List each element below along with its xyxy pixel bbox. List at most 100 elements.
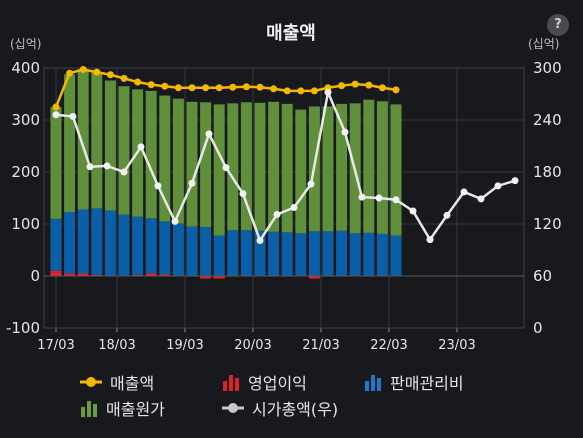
y-tick-label-left: 300 [11, 111, 40, 129]
bar-cogs [240, 102, 252, 231]
bar-sga [77, 209, 89, 274]
y-tick-label-left: 0 [30, 267, 40, 285]
data-point-sales [351, 80, 359, 88]
y-tick-label-right: 60 [533, 267, 552, 285]
bar-cogs [118, 86, 130, 215]
bar-cogs [281, 103, 293, 233]
bar-sga [186, 226, 198, 276]
data-point-market-cap [426, 236, 434, 244]
bar-cogs [390, 104, 402, 236]
data-point-sales [365, 81, 373, 89]
data-point-market-cap [392, 196, 400, 204]
y-tick-label-right: 120 [533, 215, 562, 233]
bar-sga [363, 232, 375, 276]
bar-sga [200, 227, 212, 276]
bar-sga [322, 231, 334, 276]
bar-operating-profit [50, 270, 62, 276]
bar-sga [118, 214, 130, 276]
bar-operating-profit [308, 276, 320, 279]
data-point-sales [66, 69, 74, 77]
left-axis-unit: (십억) [10, 37, 41, 51]
y-tick-label-left: 100 [11, 215, 40, 233]
bar-operating-profit [64, 273, 76, 276]
x-tick-label: 19/03 [166, 338, 203, 353]
bar-cogs [227, 103, 239, 231]
data-point-market-cap [324, 88, 332, 96]
legend-item-sga[interactable]: 판매관리비 [364, 370, 464, 394]
bar-cogs [172, 98, 184, 224]
help-icon[interactable]: ? [547, 14, 569, 36]
data-point-sales [120, 74, 128, 82]
data-point-market-cap [443, 211, 451, 219]
data-point-sales [242, 83, 250, 91]
bar-cogs [363, 99, 375, 233]
legend: 매출액 영업이익 판매관리비 매출원가 시가총액(우) [0, 366, 583, 426]
y-tick-label-right: 180 [533, 163, 562, 181]
y-tick-label-left: -100 [6, 319, 40, 337]
legend-item-market-cap[interactable]: 시가총액(우) [222, 396, 338, 420]
legend-label-market-cap: 시가총액(우) [252, 400, 339, 419]
bar-sga [349, 233, 361, 276]
data-point-sales [270, 85, 278, 93]
bar-cogs [91, 72, 103, 209]
bar-sga [50, 218, 62, 271]
data-point-market-cap [120, 168, 128, 176]
data-point-sales [93, 68, 101, 76]
legend-label-operating-profit: 영업이익 [248, 374, 307, 393]
legend-item-sales[interactable]: 매출액 [80, 370, 154, 394]
x-tick-label: 21/03 [302, 338, 339, 353]
bar-cogs [213, 104, 225, 236]
legend-item-operating-profit[interactable]: 영업이익 [222, 370, 307, 394]
bar-sga [308, 231, 320, 276]
bar-sga [281, 232, 293, 276]
bar-cogs [145, 90, 157, 219]
bar-cogs [254, 102, 266, 231]
data-point-sales [378, 84, 386, 92]
legend-item-cogs[interactable]: 매출원가 [80, 396, 165, 420]
data-point-sales [297, 87, 305, 95]
data-point-market-cap [477, 195, 485, 203]
data-point-market-cap [222, 164, 230, 172]
data-point-market-cap [460, 188, 468, 196]
data-point-market-cap [358, 193, 366, 201]
y-tick-label-right: 300 [533, 59, 562, 77]
data-point-market-cap [511, 177, 519, 185]
bar-sga [268, 231, 280, 276]
bar-cogs [50, 107, 62, 219]
bar-sga [159, 221, 171, 275]
bar-sga [376, 233, 388, 276]
bar-sga [227, 230, 239, 276]
data-point-sales [392, 86, 400, 94]
data-point-market-cap [375, 194, 383, 202]
y-tick-label-left: 200 [11, 163, 40, 181]
bar-cogs [200, 102, 212, 228]
data-point-sales [229, 83, 237, 91]
x-tick-label: 18/03 [98, 338, 135, 353]
bar-icon [223, 375, 239, 391]
data-point-sales [106, 71, 114, 79]
data-point-sales [283, 87, 291, 95]
data-point-market-cap [154, 182, 162, 190]
bar-sga [254, 230, 266, 276]
chart-title: 매출액 [266, 23, 316, 44]
data-point-market-cap [205, 130, 213, 138]
data-point-sales [338, 82, 346, 90]
bar-sga [295, 233, 307, 276]
bar-icon [81, 401, 97, 417]
data-point-sales [161, 82, 169, 90]
data-point-market-cap [171, 217, 179, 225]
data-point-market-cap [52, 111, 60, 119]
bar-operating-profit [132, 274, 144, 276]
bar-operating-profit [91, 274, 103, 276]
data-point-sales [134, 78, 142, 86]
bar-sga [132, 216, 144, 275]
bar-sga [213, 235, 225, 276]
bar-sga [91, 208, 103, 275]
data-point-market-cap [290, 204, 298, 212]
data-point-sales [174, 84, 182, 92]
data-point-market-cap [239, 190, 247, 198]
y-tick-label-right: 240 [533, 111, 562, 129]
data-point-market-cap [494, 182, 502, 190]
bar-cogs [159, 95, 171, 222]
